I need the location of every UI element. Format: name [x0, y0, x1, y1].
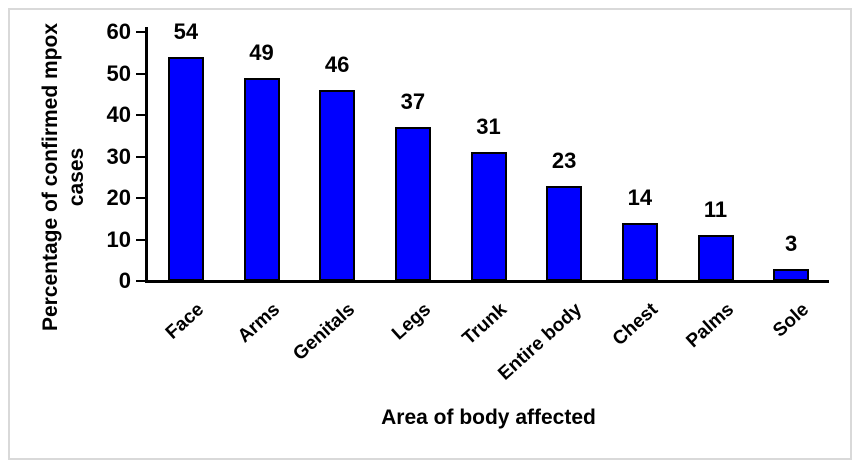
bar-value-label-chest: 14 — [627, 184, 653, 210]
y-tick-label-50: 50 — [106, 60, 131, 86]
y-tick-mark-40 — [136, 114, 145, 116]
bar-legs — [394, 127, 431, 281]
bar-sole — [773, 268, 810, 281]
y-tick-label-40: 40 — [106, 102, 131, 127]
bar-value-label-trunk: 31 — [476, 114, 501, 140]
bar-palms — [697, 235, 734, 281]
bar-value-label-legs: 37 — [400, 89, 426, 115]
bar-value-label-face: 54 — [173, 18, 199, 44]
y-tick-label-60: 60 — [106, 19, 131, 44]
x-axis-title: Area of body affected — [381, 406, 596, 429]
y-tick-mark-30 — [136, 155, 145, 158]
y-tick-mark-50 — [136, 72, 145, 75]
y-tick-mark-0 — [136, 280, 145, 282]
bar-genitals — [319, 90, 356, 281]
bar-entire-body — [546, 185, 583, 281]
chart-outer-border — [8, 8, 852, 460]
bar-value-label-entire-body: 23 — [551, 147, 577, 173]
y-tick-mark-20 — [136, 197, 145, 199]
y-tick-label-30: 30 — [106, 143, 131, 169]
bar-trunk — [470, 152, 507, 281]
bar-value-label-arms: 49 — [249, 39, 274, 65]
y-tick-label-20: 20 — [106, 185, 131, 210]
x-axis-line — [145, 280, 829, 283]
bar-value-label-genitals: 46 — [324, 52, 350, 78]
bar-chest — [621, 222, 658, 281]
y-tick-mark-60 — [136, 31, 145, 33]
bar-face — [167, 56, 204, 281]
y-axis-line — [145, 27, 148, 283]
y-tick-mark-10 — [136, 238, 145, 241]
bar-value-label-palms: 11 — [703, 197, 728, 223]
bar-value-label-sole: 3 — [785, 230, 798, 256]
y-tick-label-0: 0 — [118, 268, 131, 293]
bar-arms — [243, 77, 280, 281]
y-tick-label-10: 10 — [106, 226, 131, 252]
